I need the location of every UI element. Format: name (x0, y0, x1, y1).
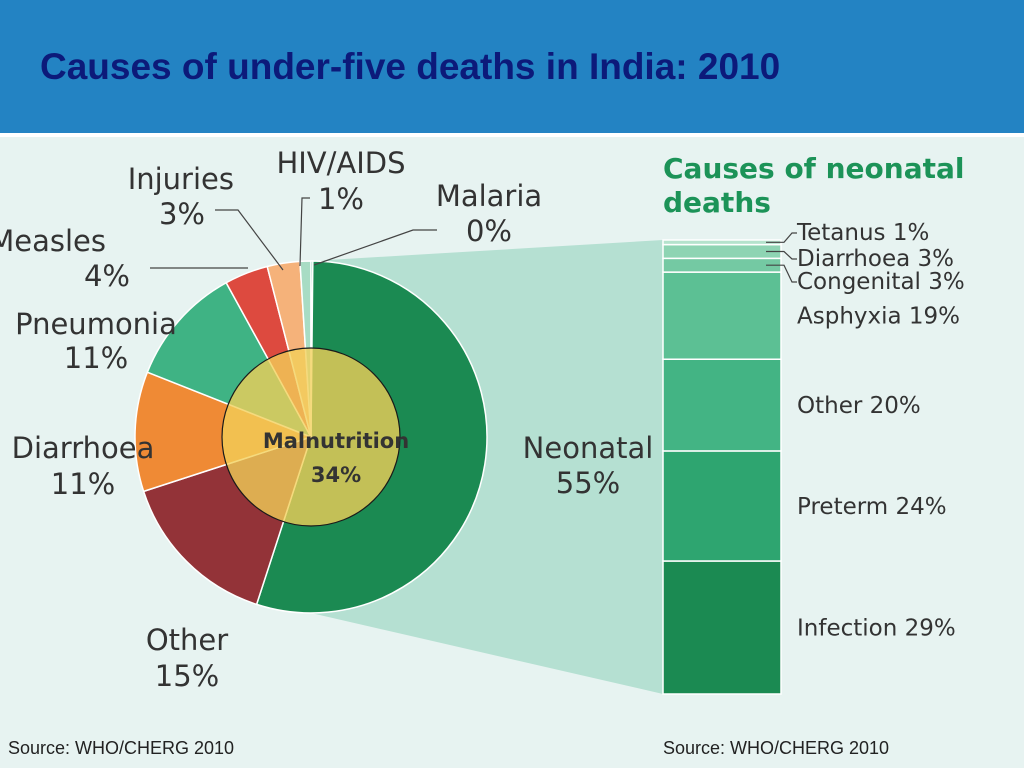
leader-line-hiv-aids (299, 197, 310, 267)
source-left: Source: WHO/CHERG 2010 (8, 738, 235, 758)
pie-label-injuries: Injuries (128, 162, 234, 196)
malnutrition-value: 34% (311, 463, 361, 487)
pie-leader-lines (150, 197, 437, 271)
bar-segment-asphyxia (662, 271, 782, 360)
bar-tick-diarrhoea (766, 250, 797, 260)
pie-labels: Neonatal55%Other15%Diarrhoea11%Pneumonia… (0, 146, 653, 693)
pie-value-other: 15% (155, 659, 219, 693)
malnutrition-label: Malnutrition (263, 429, 409, 453)
bar-segment-other (662, 358, 782, 452)
pie-value-hiv-aids: 1% (318, 182, 364, 216)
pie-label-hiv-aids: HIV/AIDS (276, 146, 405, 180)
pie-value-pneumonia: 11% (64, 341, 128, 375)
bar-label-other: Other 20% (797, 393, 921, 419)
bar-label-congenital: Congenital 3% (797, 269, 965, 295)
bar-segment-preterm (662, 450, 782, 562)
header-divider (0, 133, 1024, 137)
pie-value-malaria: 0% (466, 214, 512, 248)
pie-label-malaria: Malaria (436, 179, 542, 213)
malnutrition-overlay: Malnutrition 34% (221, 347, 409, 527)
slide-title: Causes of under-five deaths in India: 20… (40, 46, 781, 87)
bar-label-diarrhoea: Diarrhoea 3% (797, 246, 954, 272)
malnutrition-circle (222, 348, 400, 526)
bar-segment-diarrhoea (662, 243, 782, 260)
neonatal-title-line-2: deaths (663, 186, 771, 219)
source-right: Source: WHO/CHERG 2010 (663, 738, 890, 758)
neonatal-chart-title: Causes of neonatal deaths (663, 152, 964, 219)
bar-segment-infection (662, 560, 782, 695)
bar-label-infection: Infection 29% (797, 616, 956, 642)
neonatal-stacked-bar (662, 239, 782, 695)
pie-label-neonatal: Neonatal (523, 431, 654, 465)
pie-label-pneumonia: Pneumonia (15, 307, 177, 341)
pie-value-neonatal: 55% (556, 466, 620, 500)
pie-label-measles: Measles (0, 224, 106, 258)
pie-value-diarrhoea: 11% (51, 467, 115, 501)
pie-value-measles: 4% (84, 259, 130, 293)
pie-label-diarrhoea: Diarrhoea (12, 431, 155, 465)
leader-line-injuries (215, 209, 284, 271)
bar-label-tetanus: Tetanus 1% (796, 220, 929, 246)
bar-tick-congenital (766, 264, 797, 283)
bar-label-asphyxia: Asphyxia 19% (797, 304, 960, 330)
slide-header (0, 0, 1024, 133)
bar-segment-congenital (662, 257, 782, 273)
neonatal-bar-labels: Infection 29% Preterm 24% Other 20% Asphyxi… (766, 220, 965, 642)
pie-value-injuries: 3% (159, 197, 205, 231)
neonatal-title-line-1: Causes of neonatal (663, 152, 964, 185)
bar-tick-tetanus (766, 232, 797, 243)
malnutrition-outline (221, 347, 401, 527)
pie-label-other: Other (146, 623, 228, 657)
bar-label-preterm: Preterm 24% (797, 494, 947, 520)
leader-line-malaria (313, 229, 437, 266)
bar-segment-tetanus (662, 239, 782, 246)
